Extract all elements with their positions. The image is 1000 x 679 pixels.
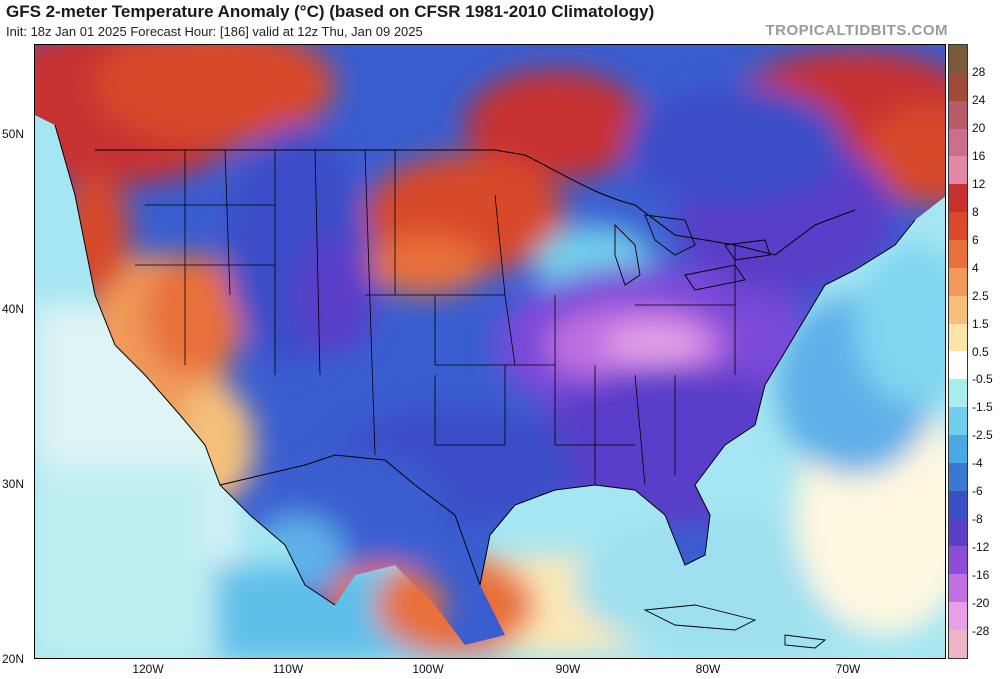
lon-label-100w: 100W	[412, 662, 444, 676]
atlantic-gulf-coastline	[479, 219, 916, 586]
colorbar-segment	[949, 351, 967, 380]
colorbar-tick-label: 28	[972, 64, 986, 79]
colorbar-tick-label: -2.5	[972, 428, 993, 443]
state-borders	[135, 149, 736, 486]
colorbar-tick-label: -1.5	[972, 400, 993, 415]
colorbar-segment	[949, 518, 967, 547]
brand-watermark: TROPICALTIDBITS.COM	[765, 22, 948, 39]
us-mexico-border	[219, 454, 481, 586]
colorbar-tick-label: -6	[972, 484, 983, 499]
colorbar-tick-label: -20	[972, 596, 990, 611]
colorbar-segment	[949, 156, 967, 185]
colorbar-segment	[949, 212, 967, 241]
map-title: GFS 2-meter Temperature Anomaly (°C) (ba…	[6, 2, 655, 21]
colorbar-segment	[949, 100, 967, 129]
colorbar-tick-label: 4	[972, 260, 979, 275]
colorbar-tick-label: 6	[972, 232, 979, 247]
colorbar-segment	[949, 128, 967, 157]
colorbar-segment	[949, 72, 967, 101]
lon-label-70w: 70W	[835, 662, 861, 676]
lon-label-80w: 80W	[695, 662, 721, 676]
colorbar-segment	[949, 546, 967, 575]
colorbar-segment	[949, 45, 967, 73]
caribbean-islands	[643, 604, 827, 649]
border-east	[524, 154, 856, 256]
lat-label-40n: 40N	[2, 302, 25, 316]
lat-label-20n: 20N	[2, 652, 25, 666]
map-subtitle: Init: 18z Jan 01 2025 Forecast Hour: [18…	[6, 24, 423, 39]
colorbar-tick-label: -12	[972, 540, 990, 555]
lon-label-110w: 110W	[272, 662, 304, 676]
colorbar-tick-label: 1.5	[972, 316, 989, 331]
lon-label-120w: 120W	[132, 662, 164, 676]
colorbar-segment	[949, 435, 967, 463]
lat-label-50n: 50N	[2, 127, 25, 141]
colorbar-tick-label: -0.5	[972, 372, 993, 387]
anomaly-map-svg	[35, 45, 945, 658]
colorbar-tick-label: 16	[972, 148, 986, 163]
colorbar-segment	[949, 184, 967, 213]
colorbar-segment	[949, 323, 967, 352]
us-canada-border	[95, 149, 526, 156]
colorbar-segment	[949, 462, 967, 491]
colorbar-tick-label: 12	[972, 176, 986, 191]
colorbar-tick-label: 24	[972, 92, 986, 107]
colorbar-tick-label: -4	[972, 456, 983, 471]
colorbar-tick-label: -28	[972, 624, 990, 639]
colorbar-segment	[949, 407, 967, 436]
colorbar-segment	[949, 630, 967, 658]
colorbar	[948, 44, 968, 659]
anomaly-map[interactable]	[34, 44, 946, 659]
lat-label-30n: 30N	[2, 477, 25, 491]
colorbar-segment	[949, 240, 967, 268]
colorbar-tick-label: 2.5	[972, 288, 989, 303]
colorbar-tick-label: 8	[972, 204, 979, 219]
colorbar-segment	[949, 574, 967, 603]
colorbar-segment	[949, 490, 967, 519]
colorbar-tick-label: -16	[972, 568, 990, 583]
great-lakes	[614, 214, 771, 291]
colorbar-tick-label: 0.5	[972, 344, 989, 359]
pacific-coastline	[54, 124, 336, 606]
colorbar-tick-label: 20	[972, 120, 986, 135]
colorbar-segment	[949, 602, 967, 631]
colorbar-segment	[949, 295, 967, 324]
colorbar-segment	[949, 379, 967, 408]
colorbar-tick-label: -8	[972, 512, 983, 527]
lon-label-90w: 90W	[555, 662, 581, 676]
boundaries	[54, 124, 916, 649]
colorbar-segment	[949, 267, 967, 296]
